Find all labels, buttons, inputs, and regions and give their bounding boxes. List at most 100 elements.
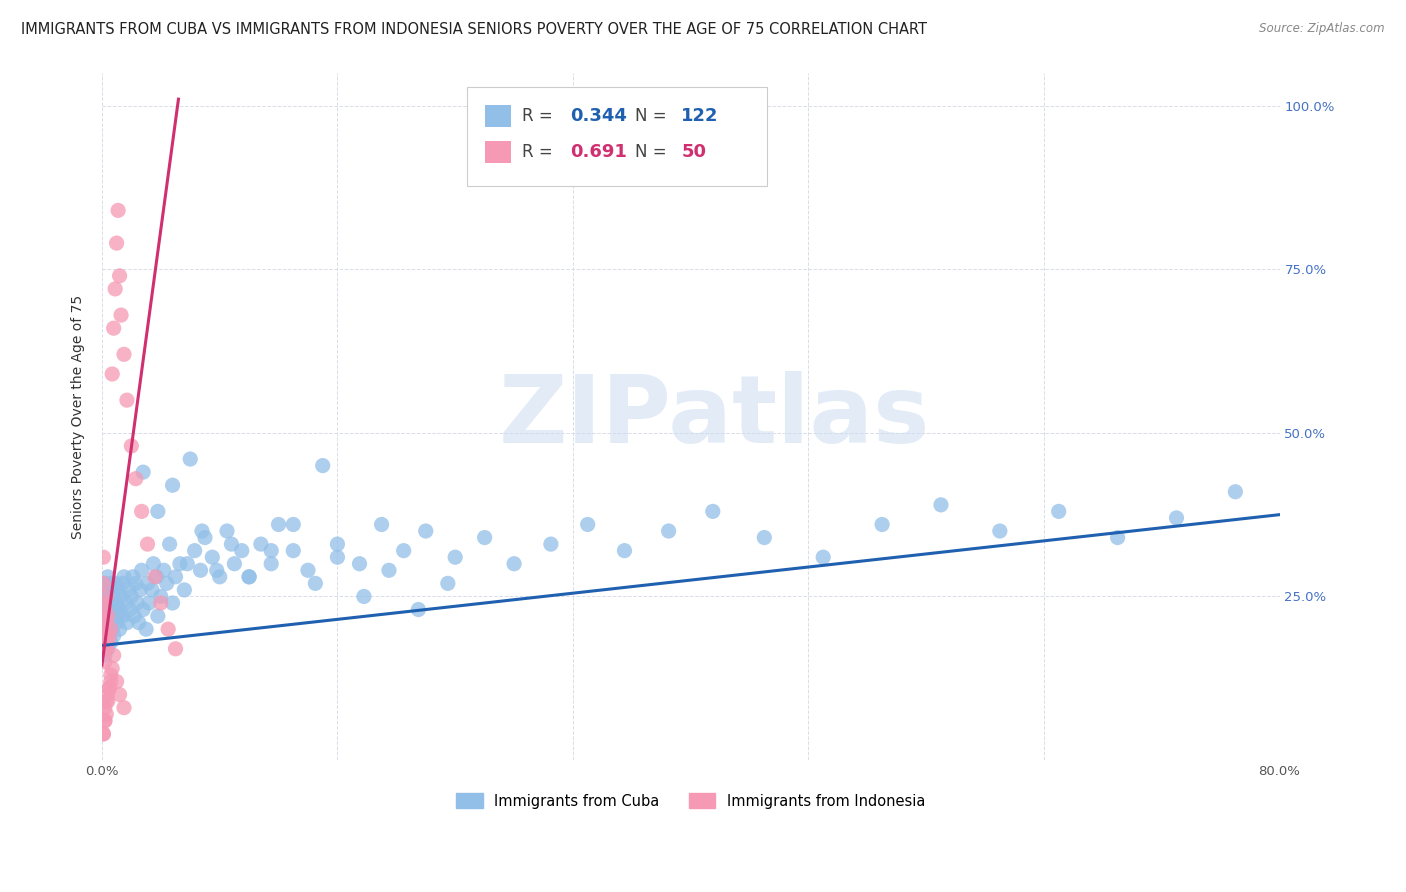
Point bbox=[93, 550, 115, 565]
Point bbox=[108, 602, 131, 616]
Point bbox=[107, 203, 129, 218]
Point bbox=[94, 576, 117, 591]
Point bbox=[179, 452, 201, 467]
Point bbox=[108, 268, 131, 283]
Point bbox=[103, 629, 125, 643]
Point bbox=[132, 602, 155, 616]
Point bbox=[353, 590, 375, 604]
Point bbox=[503, 557, 526, 571]
Point bbox=[370, 517, 392, 532]
Point bbox=[101, 615, 124, 630]
Point bbox=[96, 615, 118, 630]
Point bbox=[94, 622, 117, 636]
Point bbox=[98, 681, 121, 695]
Point bbox=[190, 563, 212, 577]
Point bbox=[811, 550, 834, 565]
Point bbox=[1225, 484, 1247, 499]
Point bbox=[93, 727, 115, 741]
Text: 0.691: 0.691 bbox=[571, 143, 627, 161]
Point bbox=[100, 622, 122, 636]
Point bbox=[105, 674, 128, 689]
Text: Source: ZipAtlas.com: Source: ZipAtlas.com bbox=[1260, 22, 1385, 36]
Point bbox=[124, 609, 146, 624]
Point bbox=[104, 602, 127, 616]
Point bbox=[145, 570, 167, 584]
Text: R =: R = bbox=[522, 107, 558, 125]
Point bbox=[118, 602, 141, 616]
Text: N =: N = bbox=[636, 107, 672, 125]
Legend: Immigrants from Cuba, Immigrants from Indonesia: Immigrants from Cuba, Immigrants from In… bbox=[450, 788, 931, 814]
Point bbox=[205, 563, 228, 577]
Point bbox=[97, 596, 120, 610]
Point bbox=[297, 563, 319, 577]
Point bbox=[96, 629, 118, 643]
Point bbox=[94, 714, 117, 728]
Point bbox=[104, 282, 127, 296]
Point bbox=[201, 550, 224, 565]
Point bbox=[98, 622, 121, 636]
Point bbox=[101, 367, 124, 381]
Point bbox=[105, 236, 128, 251]
Point bbox=[870, 517, 893, 532]
Point bbox=[97, 609, 120, 624]
Point bbox=[221, 537, 243, 551]
Point bbox=[120, 439, 142, 453]
Point bbox=[131, 563, 153, 577]
Point bbox=[135, 622, 157, 636]
Point bbox=[392, 543, 415, 558]
Point bbox=[103, 321, 125, 335]
Point bbox=[111, 576, 134, 591]
Point bbox=[125, 576, 148, 591]
Point bbox=[149, 596, 172, 610]
Point bbox=[96, 590, 118, 604]
Point bbox=[142, 557, 165, 571]
Text: 50: 50 bbox=[682, 143, 706, 161]
Point bbox=[110, 590, 132, 604]
Point bbox=[437, 576, 460, 591]
Point bbox=[129, 582, 152, 597]
Point bbox=[117, 582, 139, 597]
Point bbox=[103, 590, 125, 604]
Point bbox=[93, 727, 115, 741]
Point bbox=[238, 570, 260, 584]
Point bbox=[191, 524, 214, 538]
Point bbox=[283, 543, 305, 558]
Point bbox=[94, 629, 117, 643]
Point bbox=[658, 524, 681, 538]
Point bbox=[107, 609, 129, 624]
Point bbox=[97, 615, 120, 630]
Point bbox=[101, 661, 124, 675]
Point bbox=[93, 641, 115, 656]
Point bbox=[94, 648, 117, 663]
Point bbox=[136, 576, 159, 591]
Point bbox=[98, 609, 121, 624]
Point bbox=[613, 543, 636, 558]
Point bbox=[127, 596, 149, 610]
Point bbox=[1107, 531, 1129, 545]
Point bbox=[111, 609, 134, 624]
Point bbox=[104, 576, 127, 591]
Text: 122: 122 bbox=[682, 107, 718, 125]
Point bbox=[149, 590, 172, 604]
Point bbox=[156, 576, 179, 591]
Point bbox=[100, 576, 122, 591]
Point bbox=[208, 570, 231, 584]
Point bbox=[98, 681, 121, 695]
Point bbox=[157, 622, 180, 636]
Point bbox=[112, 570, 135, 584]
Point bbox=[128, 615, 150, 630]
Point bbox=[97, 641, 120, 656]
Point bbox=[141, 582, 163, 597]
FancyBboxPatch shape bbox=[467, 87, 768, 186]
FancyBboxPatch shape bbox=[485, 141, 510, 163]
Point bbox=[540, 537, 562, 551]
Point bbox=[101, 622, 124, 636]
Point bbox=[326, 550, 349, 565]
Point bbox=[96, 641, 118, 656]
Point bbox=[146, 504, 169, 518]
Text: R =: R = bbox=[522, 143, 558, 161]
Point bbox=[112, 347, 135, 361]
Point bbox=[112, 700, 135, 714]
Point bbox=[702, 504, 724, 518]
Point bbox=[100, 602, 122, 616]
